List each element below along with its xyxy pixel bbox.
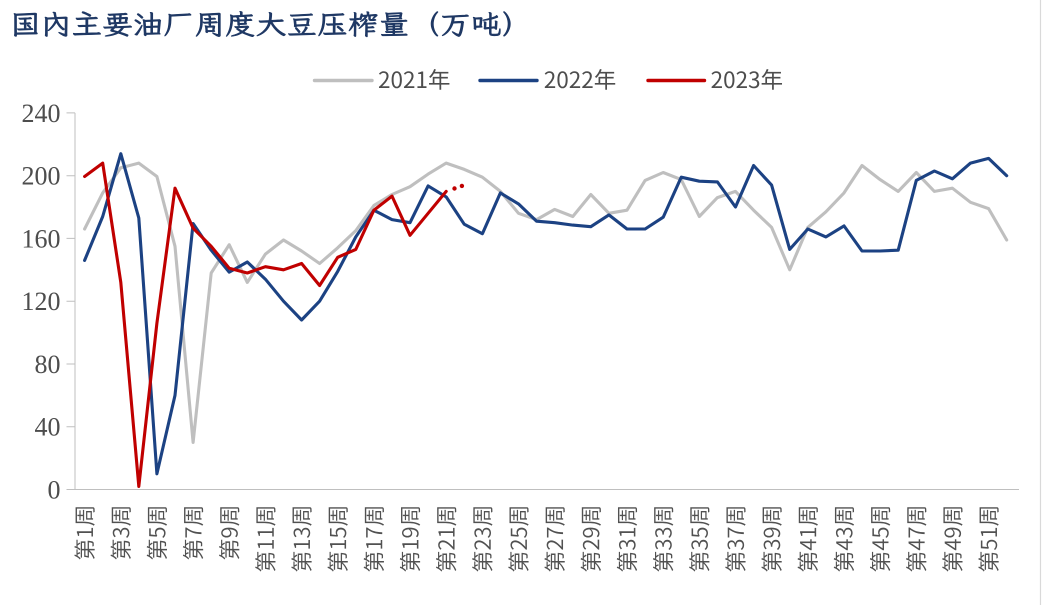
svg-text:40: 40 [35, 413, 61, 442]
svg-text:200: 200 [22, 162, 61, 191]
svg-text:160: 160 [22, 224, 61, 253]
svg-text:80: 80 [35, 350, 61, 379]
svg-text:0: 0 [48, 476, 61, 505]
svg-text:240: 240 [22, 99, 61, 128]
svg-text:120: 120 [22, 287, 61, 316]
